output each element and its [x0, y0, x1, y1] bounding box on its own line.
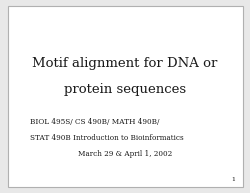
Text: Motif alignment for DNA or: Motif alignment for DNA or — [32, 57, 218, 70]
Text: protein sequences: protein sequences — [64, 83, 186, 96]
FancyBboxPatch shape — [8, 6, 242, 187]
Text: 1: 1 — [231, 177, 235, 182]
Text: March 29 & April 1, 2002: March 29 & April 1, 2002 — [78, 150, 172, 158]
Text: BIOL 495S/ CS 490B/ MATH 490B/: BIOL 495S/ CS 490B/ MATH 490B/ — [30, 118, 160, 126]
Text: STAT 490B Introduction to Bioinformatics: STAT 490B Introduction to Bioinformatics — [30, 134, 184, 142]
